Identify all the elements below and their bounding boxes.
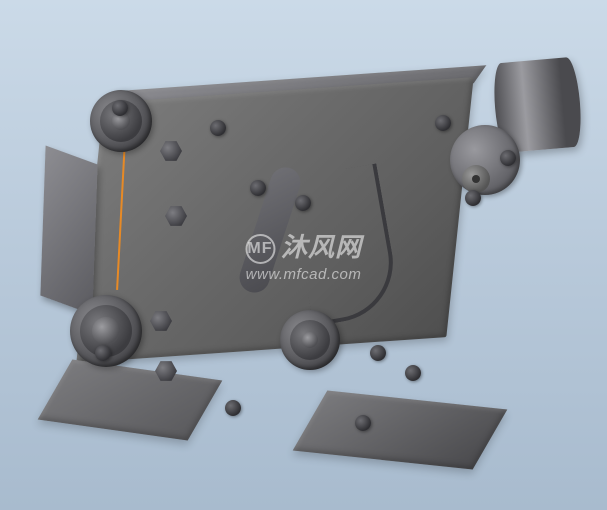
base-channel-right[interactable] xyxy=(293,391,508,470)
bolt[interactable] xyxy=(250,180,266,196)
motor-shaft[interactable] xyxy=(462,165,490,193)
bolt[interactable] xyxy=(112,100,128,116)
side-flap[interactable] xyxy=(40,146,97,315)
bolt[interactable] xyxy=(210,120,226,136)
bolt[interactable] xyxy=(435,115,451,131)
base-channel-left[interactable] xyxy=(38,359,223,440)
bolt[interactable] xyxy=(405,365,421,381)
cad-viewport[interactable]: MF沐风网 www.mfcad.com xyxy=(0,0,607,510)
roller-bottom-mid[interactable] xyxy=(280,310,340,370)
bolt[interactable] xyxy=(500,150,516,166)
bolt[interactable] xyxy=(225,400,241,416)
bolt[interactable] xyxy=(95,345,111,361)
bolt[interactable] xyxy=(355,415,371,431)
bolt[interactable] xyxy=(465,190,481,206)
bolt[interactable] xyxy=(295,195,311,211)
bolt[interactable] xyxy=(370,345,386,361)
